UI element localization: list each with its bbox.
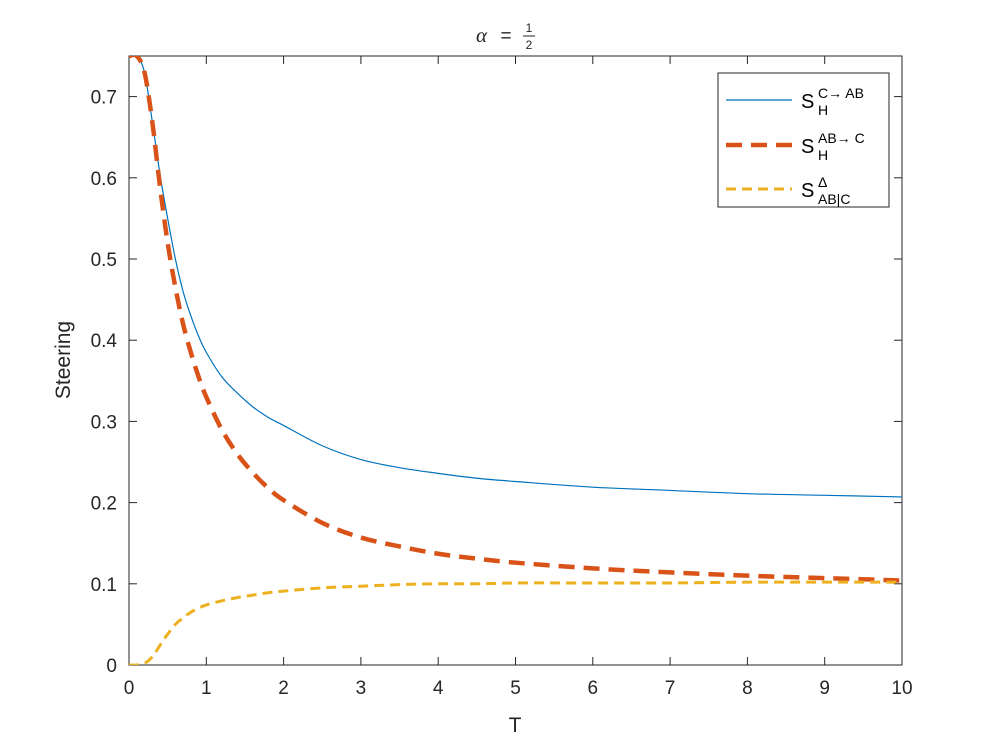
y-tick-label: 0: [106, 656, 117, 677]
x-tick-label: 9: [819, 678, 830, 699]
title-denominator: 2: [526, 38, 533, 52]
series-line-c-to-ab: [129, 56, 902, 498]
legend-label-base: S: [801, 91, 814, 113]
y-tick-label: 0.3: [91, 412, 117, 433]
title-numerator: 1: [526, 21, 533, 35]
y-tick-label: 0.2: [91, 494, 117, 515]
x-tick-label: 4: [433, 678, 444, 699]
legend-label-sub: AB|C: [818, 191, 850, 207]
x-tick-label: 2: [278, 678, 289, 699]
x-tick-label: 5: [510, 678, 521, 699]
legend-label-base: S: [801, 136, 814, 158]
legend-label-base: S: [801, 180, 814, 202]
y-tick-label: 0.1: [91, 575, 117, 596]
x-tick-label: 8: [742, 678, 753, 699]
legend-label-sup: AB→ C: [818, 130, 865, 146]
series-line-delta: [129, 580, 902, 665]
x-tick-label: 7: [665, 678, 676, 699]
chart-title: α = 1 2: [476, 21, 535, 52]
x-tick-label: 6: [588, 678, 599, 699]
y-tick-label: 0.4: [91, 331, 118, 352]
x-tick-label: 1: [201, 678, 212, 699]
legend-label-sup: C→ AB: [818, 85, 864, 101]
series-layer: [129, 56, 902, 665]
title-equals: =: [500, 26, 511, 47]
legend-label-sup: Δ: [818, 174, 827, 190]
y-tick-labels: 0 0.1 0.2 0.3 0.4 0.5 0.6 0.7: [91, 88, 118, 677]
legend-box: [717, 72, 890, 208]
x-tick-label: 0: [124, 678, 135, 699]
x-tick-label: 3: [356, 678, 367, 699]
series-line-ab-to-c: [129, 56, 902, 583]
y-tick-label: 0.7: [91, 88, 117, 109]
x-axis-label: T: [509, 714, 522, 737]
legend-label-sub: H: [818, 147, 828, 163]
x-tick-label: 10: [891, 678, 912, 699]
legend-label-sub: H: [818, 102, 828, 118]
y-tick-label: 0.6: [91, 169, 117, 190]
y-axis-label: Steering: [52, 321, 75, 399]
title-symbol: α: [476, 23, 488, 47]
y-tick-label: 0.5: [91, 250, 117, 271]
x-tick-labels: 0 1 2 3 4 5 6 7 8 9 10: [124, 678, 913, 699]
